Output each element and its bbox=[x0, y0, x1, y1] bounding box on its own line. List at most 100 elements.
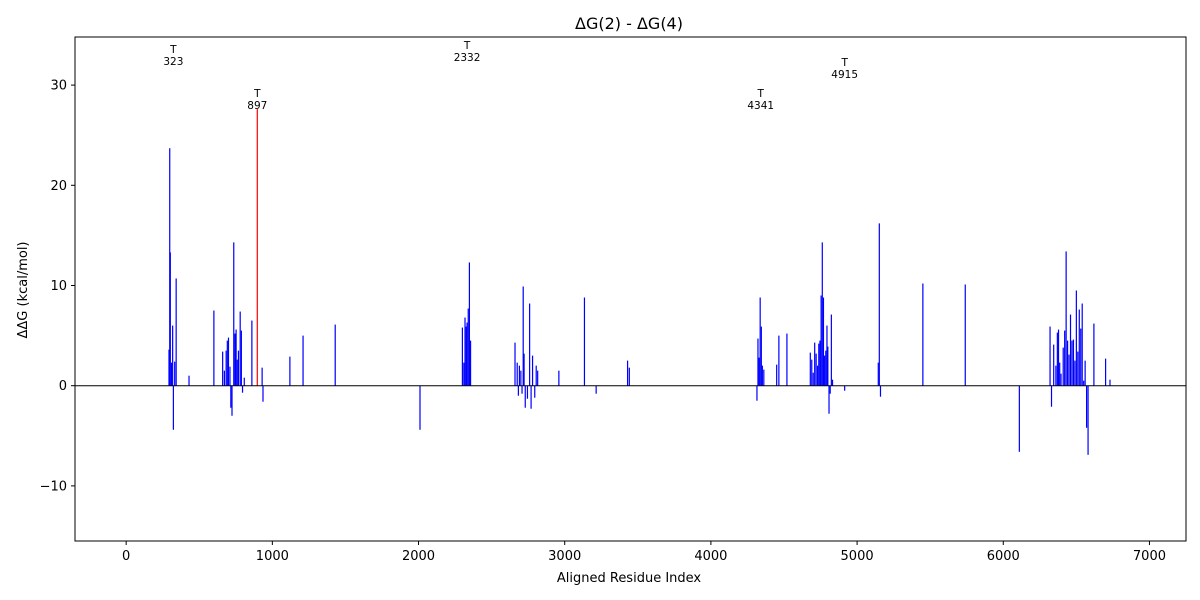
bar bbox=[223, 370, 225, 386]
bar bbox=[233, 242, 235, 386]
bar bbox=[877, 362, 879, 386]
bar bbox=[758, 357, 760, 386]
bar bbox=[524, 385, 526, 408]
bar bbox=[809, 352, 811, 386]
bar bbox=[825, 350, 827, 386]
bar bbox=[828, 385, 830, 414]
bar bbox=[262, 385, 264, 402]
bar bbox=[558, 370, 560, 386]
bar bbox=[628, 367, 630, 386]
x-tick-label: 4000 bbox=[694, 549, 727, 564]
bar bbox=[289, 356, 291, 386]
bar bbox=[466, 322, 468, 386]
y-tick-label: 30 bbox=[50, 79, 67, 94]
y-tick-label: 10 bbox=[50, 279, 67, 294]
bar bbox=[1085, 385, 1088, 428]
bar bbox=[334, 324, 336, 386]
bar bbox=[1060, 373, 1062, 386]
bar bbox=[526, 385, 529, 399]
bar bbox=[235, 329, 237, 386]
bar bbox=[529, 303, 531, 386]
bar bbox=[170, 362, 173, 386]
bar bbox=[822, 297, 825, 386]
bar bbox=[824, 355, 826, 386]
bar bbox=[1053, 344, 1055, 386]
bar bbox=[517, 385, 519, 396]
bar bbox=[172, 385, 174, 430]
annotation-marker: T bbox=[840, 57, 848, 69]
annotation-marker: T bbox=[463, 40, 471, 52]
bar bbox=[534, 385, 536, 398]
bar bbox=[463, 362, 465, 386]
bar bbox=[469, 340, 472, 386]
bar bbox=[227, 337, 230, 386]
bar bbox=[419, 385, 421, 430]
bar bbox=[231, 385, 233, 416]
bar bbox=[1093, 323, 1095, 386]
bar bbox=[1074, 360, 1076, 386]
bar bbox=[516, 362, 518, 386]
bar bbox=[230, 385, 232, 408]
bar bbox=[878, 223, 880, 386]
bar bbox=[1078, 309, 1080, 386]
bar bbox=[1080, 328, 1082, 386]
bar bbox=[461, 327, 463, 386]
bar bbox=[830, 314, 832, 386]
bar bbox=[1105, 358, 1107, 386]
bar bbox=[537, 370, 539, 386]
annotation-marker: T bbox=[757, 88, 765, 100]
bar bbox=[521, 385, 523, 394]
bar bbox=[514, 342, 516, 386]
bar bbox=[814, 342, 816, 386]
y-tick-label: −10 bbox=[40, 479, 67, 494]
y-tick-label: 20 bbox=[50, 179, 67, 194]
annotation-marker: T bbox=[169, 44, 177, 56]
bar bbox=[1071, 340, 1073, 386]
bar-highlight bbox=[256, 109, 258, 386]
bar bbox=[530, 385, 532, 409]
bar bbox=[261, 367, 263, 386]
x-tick-label: 7000 bbox=[1133, 549, 1166, 564]
bar bbox=[531, 355, 534, 386]
bar bbox=[818, 343, 820, 386]
bar bbox=[756, 385, 758, 401]
bar bbox=[1057, 329, 1060, 386]
bar bbox=[168, 349, 170, 386]
bar bbox=[815, 353, 817, 386]
bar bbox=[241, 385, 244, 393]
bar bbox=[535, 365, 537, 386]
bar bbox=[776, 364, 778, 386]
bar bbox=[518, 365, 520, 386]
bar bbox=[175, 278, 177, 386]
y-tick-label: 0 bbox=[59, 379, 67, 394]
chart-title: ΔG(2) - ΔG(4) bbox=[575, 14, 683, 33]
bar bbox=[240, 330, 242, 386]
bar bbox=[626, 360, 629, 386]
bar bbox=[817, 365, 819, 386]
bar bbox=[757, 338, 759, 386]
bar bbox=[1056, 332, 1058, 386]
bar bbox=[251, 320, 253, 386]
bar bbox=[1064, 330, 1066, 386]
bar bbox=[761, 365, 763, 386]
bar bbox=[811, 359, 813, 386]
bar bbox=[1081, 303, 1083, 386]
bar bbox=[1075, 290, 1077, 386]
bar bbox=[213, 310, 215, 386]
bar bbox=[467, 308, 469, 386]
bar bbox=[188, 375, 190, 386]
bar bbox=[169, 252, 171, 386]
bar bbox=[222, 351, 224, 386]
bar bbox=[229, 366, 231, 386]
bar bbox=[1083, 380, 1085, 386]
bar bbox=[760, 326, 762, 386]
x-axis-ticks: 0 1000 2000 3000 4000 5000 6000 7000 bbox=[122, 541, 1166, 564]
bar bbox=[844, 385, 846, 391]
bar bbox=[1059, 362, 1061, 386]
bar bbox=[464, 317, 466, 386]
bar bbox=[1084, 360, 1086, 386]
bar bbox=[778, 335, 780, 386]
bar bbox=[234, 333, 236, 386]
x-tick-label: 2000 bbox=[402, 549, 435, 564]
bar bbox=[172, 325, 174, 386]
